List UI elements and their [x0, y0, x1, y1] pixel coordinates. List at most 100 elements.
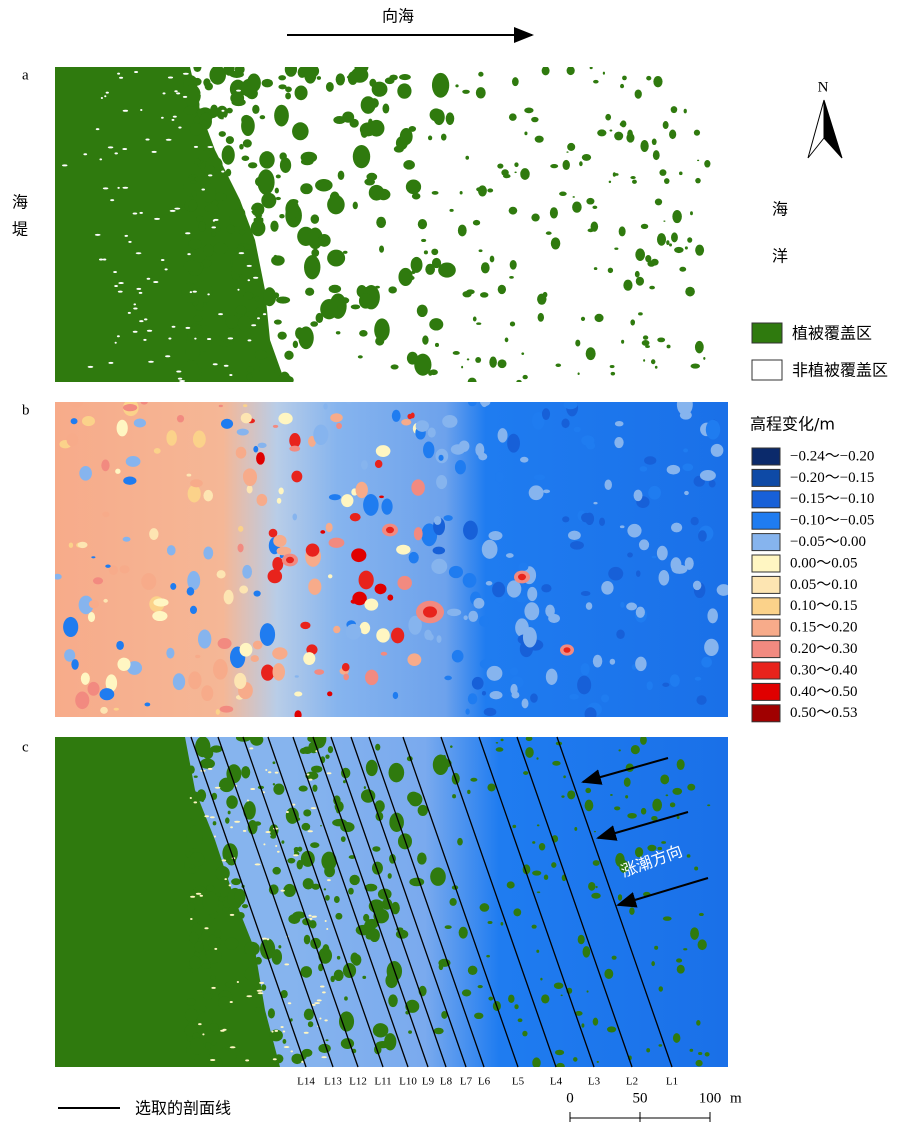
texture [546, 669, 558, 685]
texture [136, 288, 141, 290]
texture [103, 187, 109, 189]
texture [278, 487, 283, 494]
legend-label: 非植被覆盖区 [792, 361, 888, 380]
texture [82, 416, 95, 426]
texture [278, 75, 286, 80]
texture [341, 494, 353, 507]
texture [694, 867, 698, 871]
texture [170, 210, 176, 212]
texture [203, 892, 219, 915]
texture [274, 1030, 278, 1032]
texture [463, 521, 478, 540]
texture [322, 944, 329, 954]
texture [139, 212, 142, 214]
texture [343, 674, 349, 681]
texture [429, 369, 437, 375]
left-label: 海 [12, 193, 28, 212]
texture [629, 907, 634, 915]
texture [229, 374, 232, 376]
texture [707, 643, 718, 656]
texture [183, 96, 187, 98]
scale-label: 50 [633, 1090, 648, 1106]
texture [653, 76, 662, 87]
texture [342, 663, 350, 671]
texture [69, 543, 73, 548]
texture [205, 205, 219, 213]
texture [219, 131, 226, 137]
texture [260, 623, 275, 646]
texture [211, 231, 217, 236]
texture [540, 978, 542, 981]
texture [652, 799, 662, 812]
texture [320, 530, 325, 534]
texture [173, 116, 177, 118]
texture [587, 990, 589, 992]
texture [255, 1007, 262, 1012]
texture [463, 573, 477, 588]
texture [238, 526, 243, 532]
texture [484, 708, 497, 716]
texture [641, 224, 648, 229]
texture [210, 1059, 215, 1061]
texture [695, 178, 701, 183]
texture [276, 175, 281, 179]
texture [239, 252, 244, 254]
texture [644, 456, 656, 464]
texture [449, 898, 456, 906]
texture [246, 374, 252, 380]
texture [662, 683, 669, 687]
texture [251, 220, 266, 236]
texture [262, 79, 273, 88]
texture [574, 827, 577, 831]
texture [272, 867, 280, 875]
texture [305, 288, 314, 296]
texture [276, 197, 281, 200]
texture [474, 1013, 483, 1019]
direction-label: 向海 [382, 7, 414, 26]
texture [204, 815, 209, 817]
texture [690, 211, 693, 215]
texture [614, 132, 623, 141]
legend-label: 0.30～0.40 [790, 662, 858, 678]
texture [207, 99, 213, 101]
texture [693, 581, 701, 591]
texture [275, 188, 279, 194]
texture [590, 67, 593, 70]
texture [294, 710, 301, 719]
texture [165, 355, 170, 357]
texture [257, 494, 268, 506]
legend-swatch [752, 683, 780, 700]
texture [428, 634, 434, 641]
texture [685, 246, 688, 249]
texture [351, 67, 368, 82]
texture [188, 671, 201, 689]
texture [140, 109, 142, 111]
texture [220, 1030, 225, 1032]
texture [478, 453, 487, 460]
texture [488, 921, 493, 924]
texture [591, 222, 599, 232]
texture [400, 128, 413, 145]
texture [627, 524, 641, 538]
texture [272, 663, 285, 681]
texture [481, 262, 490, 273]
texture [299, 786, 308, 792]
texture [388, 873, 392, 879]
texture [320, 825, 322, 826]
texture [232, 253, 247, 274]
texture [421, 239, 426, 242]
texture [623, 280, 632, 291]
texture [575, 340, 580, 347]
texture [168, 337, 171, 339]
texture [275, 772, 279, 774]
texture [683, 448, 688, 452]
texture [257, 169, 274, 195]
texture [224, 590, 234, 605]
texture [479, 249, 483, 252]
texture [486, 581, 493, 585]
legend-swatch [752, 619, 780, 636]
texture [522, 1031, 527, 1037]
texture [546, 231, 552, 235]
texture [224, 117, 226, 119]
texture [409, 552, 419, 564]
